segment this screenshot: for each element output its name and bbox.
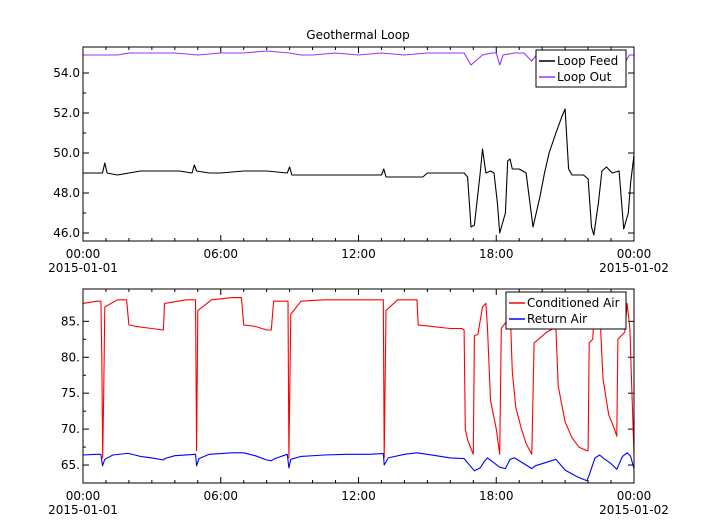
legend-label-return-air: Return Air bbox=[527, 312, 587, 326]
chart-title: Geothermal Loop bbox=[306, 28, 409, 42]
x-tick-label: 00:00 bbox=[617, 489, 652, 503]
bottom-panel-legend: Conditioned Air Return Air bbox=[505, 291, 627, 330]
y-tick-label: 52.0 bbox=[53, 106, 80, 120]
bottom-panel-frame bbox=[82, 288, 635, 484]
top-panel-loop-temperatures: Geothermal Loop 46.0 48.0 50.0 52.0 54.0 00:0… bbox=[48, 28, 669, 275]
x-tick-label: 00:00 bbox=[66, 247, 101, 261]
legend-label-loop-feed: Loop Feed bbox=[557, 54, 618, 68]
x-tick-label: 00:00 bbox=[66, 489, 101, 503]
x-tick-label: 06:00 bbox=[203, 489, 238, 503]
top-panel-frame bbox=[82, 46, 635, 242]
x-tick-label: 12:00 bbox=[341, 247, 376, 261]
x-tick-date-label: 2015-01-01 bbox=[48, 503, 118, 517]
x-tick-label: 06:00 bbox=[203, 247, 238, 261]
y-tick-label: 75. bbox=[61, 386, 80, 400]
y-tick-label: 70. bbox=[61, 422, 80, 436]
top-panel-axes: 46.048.050.052.054.000:002015-01-0106:00… bbox=[48, 47, 669, 275]
x-tick-label: 00:00 bbox=[617, 247, 652, 261]
x-tick-label: 18:00 bbox=[479, 489, 514, 503]
series-line-conditioned-air bbox=[82, 297, 635, 459]
y-tick-label: 85. bbox=[61, 314, 80, 328]
y-tick-label: 80. bbox=[61, 350, 80, 364]
bottom-panel-series bbox=[82, 297, 635, 482]
legend-box bbox=[505, 291, 627, 330]
y-tick-label: 54.0 bbox=[53, 66, 80, 80]
series-line-return-air bbox=[82, 452, 635, 482]
top-panel-legend: Loop Feed Loop Out bbox=[535, 49, 627, 88]
x-tick-date-label: 2015-01-02 bbox=[599, 261, 669, 275]
x-tick-date-label: 2015-01-02 bbox=[599, 503, 669, 517]
y-tick-label: 48.0 bbox=[53, 186, 80, 200]
legend-box bbox=[535, 49, 627, 88]
y-tick-label: 46.0 bbox=[53, 226, 80, 240]
y-tick-label: 50.0 bbox=[53, 146, 80, 160]
legend-label-conditioned-air: Conditioned Air bbox=[527, 296, 620, 310]
x-tick-date-label: 2015-01-01 bbox=[48, 261, 118, 275]
y-tick-label: 65. bbox=[61, 458, 80, 472]
series-line-loop-feed bbox=[83, 108, 635, 236]
legend-label-loop-out: Loop Out bbox=[557, 70, 612, 84]
x-tick-label: 18:00 bbox=[479, 247, 514, 261]
x-tick-label: 12:00 bbox=[341, 489, 376, 503]
